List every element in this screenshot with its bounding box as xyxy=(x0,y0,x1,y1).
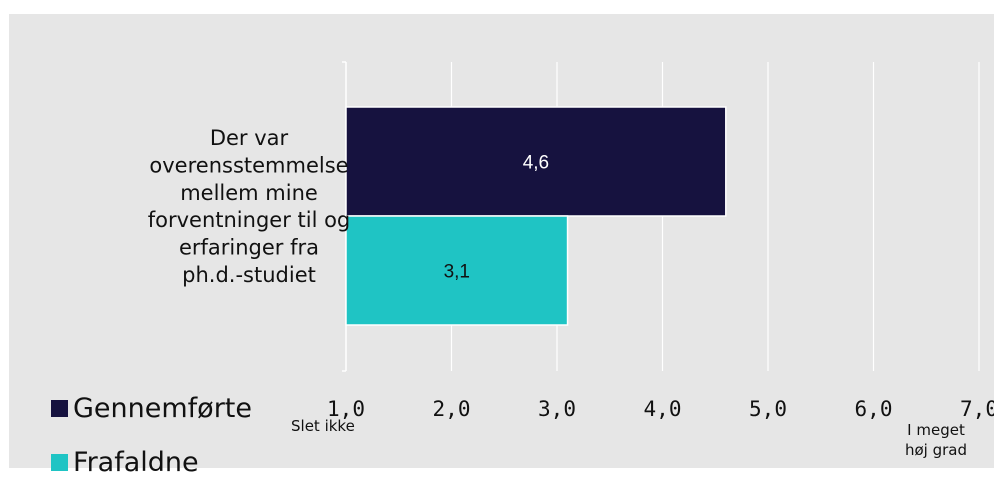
x-max-label-line-1: I meget xyxy=(907,421,965,439)
bar-value-label-frafaldne: 3,1 xyxy=(444,262,470,283)
category-label-line-6: ph.d.-studiet xyxy=(182,263,316,287)
legend-item-frafaldne: Frafaldne xyxy=(51,447,199,478)
x-min-label: Slet ikke xyxy=(291,417,355,435)
bar-gennemforte xyxy=(345,106,727,217)
legend-swatch-gennemforte xyxy=(51,400,68,417)
bar-frafaldne xyxy=(345,215,569,326)
x-tick-label-6: 6,0 xyxy=(855,397,893,421)
legend-item-gennemforte: Gennemførte xyxy=(51,393,252,424)
bar-chart: 4,6 3,1 Der var overensstemmelse mellem mine… xyxy=(148,61,994,421)
category-label-line-2: overensstemmelse xyxy=(149,153,348,177)
category-label-line-3: mellem mine xyxy=(180,181,318,205)
bar-value-label-gennemforte: 4,6 xyxy=(523,153,549,174)
x-tick-label-3: 3,0 xyxy=(538,397,576,421)
x-tick-label-5: 5,0 xyxy=(749,397,787,421)
chart-panel: 4,6 3,1 Der var overensstemmelse mellem mine… xyxy=(9,14,994,478)
category-label-line-1: Der var xyxy=(210,126,289,150)
x-tick-label-4: 4,0 xyxy=(644,397,682,421)
x-max-label: I meget høj grad xyxy=(905,420,967,460)
category-label-line-4: forventninger til og xyxy=(148,208,351,232)
x-tick-label-7: 7,0 xyxy=(960,397,994,421)
legend-label-frafaldne: Frafaldne xyxy=(73,447,199,478)
x-max-label-line-2: høj grad xyxy=(905,441,968,459)
x-tick-label-1: 1,0 xyxy=(327,397,365,421)
legend-swatch-frafaldne xyxy=(51,454,68,471)
legend-label-gennemforte: Gennemførte xyxy=(73,393,252,424)
category-label-line-5: erfaringer fra xyxy=(179,236,319,260)
x-tick-label-2: 2,0 xyxy=(433,397,471,421)
